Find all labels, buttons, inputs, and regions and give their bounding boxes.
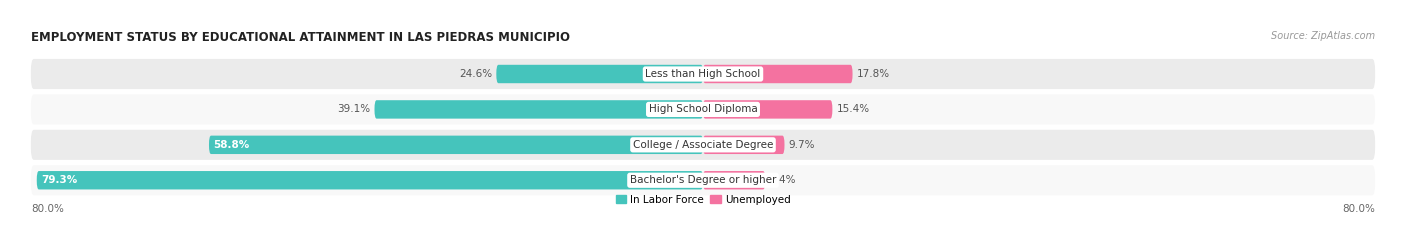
FancyBboxPatch shape: [703, 65, 852, 83]
FancyBboxPatch shape: [703, 171, 765, 189]
Text: 17.8%: 17.8%: [856, 69, 890, 79]
FancyBboxPatch shape: [374, 100, 703, 119]
Text: 58.8%: 58.8%: [214, 140, 249, 150]
Text: 7.4%: 7.4%: [769, 175, 796, 185]
Text: 9.7%: 9.7%: [789, 140, 815, 150]
FancyBboxPatch shape: [31, 59, 1375, 89]
FancyBboxPatch shape: [31, 130, 1375, 160]
Text: EMPLOYMENT STATUS BY EDUCATIONAL ATTAINMENT IN LAS PIEDRAS MUNICIPIO: EMPLOYMENT STATUS BY EDUCATIONAL ATTAINM…: [31, 31, 569, 44]
Text: 15.4%: 15.4%: [837, 104, 870, 114]
Legend: In Labor Force, Unemployed: In Labor Force, Unemployed: [612, 190, 794, 209]
Text: College / Associate Degree: College / Associate Degree: [633, 140, 773, 150]
Text: High School Diploma: High School Diploma: [648, 104, 758, 114]
FancyBboxPatch shape: [209, 136, 703, 154]
FancyBboxPatch shape: [496, 65, 703, 83]
Text: 80.0%: 80.0%: [1343, 204, 1375, 214]
Text: 80.0%: 80.0%: [31, 204, 63, 214]
Text: 39.1%: 39.1%: [337, 104, 370, 114]
FancyBboxPatch shape: [31, 94, 1375, 124]
FancyBboxPatch shape: [37, 171, 703, 189]
Text: 24.6%: 24.6%: [458, 69, 492, 79]
FancyBboxPatch shape: [703, 100, 832, 119]
FancyBboxPatch shape: [703, 136, 785, 154]
Text: 79.3%: 79.3%: [41, 175, 77, 185]
Text: Less than High School: Less than High School: [645, 69, 761, 79]
Text: Bachelor's Degree or higher: Bachelor's Degree or higher: [630, 175, 776, 185]
FancyBboxPatch shape: [31, 165, 1375, 195]
Text: Source: ZipAtlas.com: Source: ZipAtlas.com: [1271, 31, 1375, 41]
